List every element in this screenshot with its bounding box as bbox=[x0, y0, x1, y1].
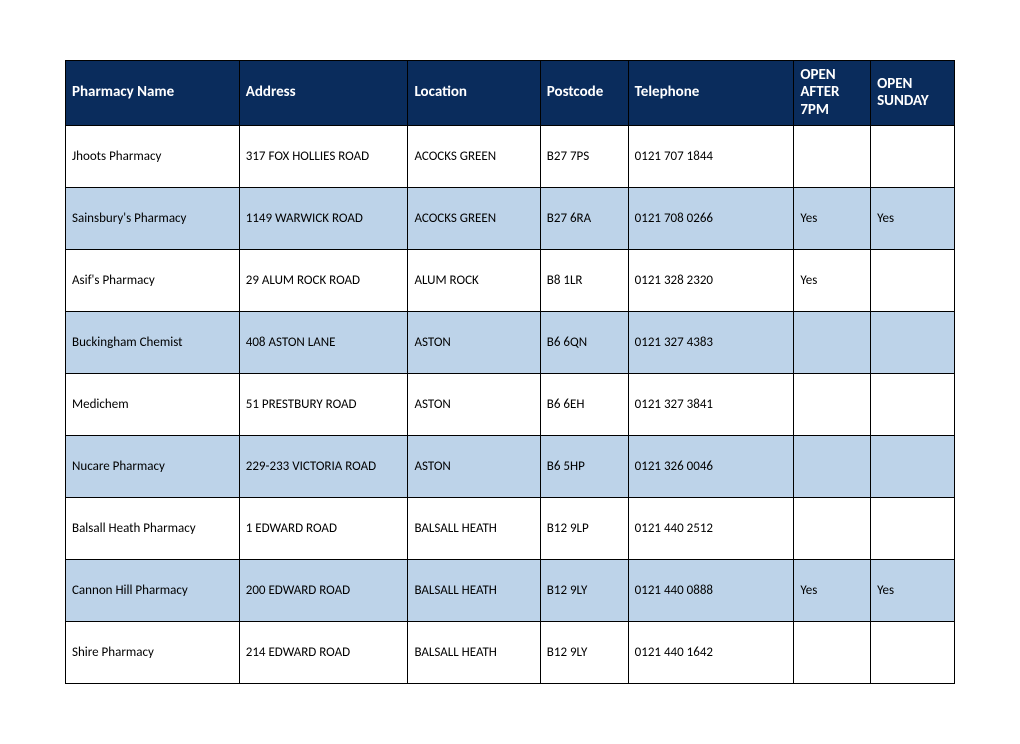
cell: Balsall Heath Pharmacy bbox=[66, 498, 240, 560]
cell: Sainsbury's Pharmacy bbox=[66, 188, 240, 250]
cell: 29 ALUM ROCK ROAD bbox=[239, 250, 408, 312]
cell: Asif's Pharmacy bbox=[66, 250, 240, 312]
cell: Jhoots Pharmacy bbox=[66, 126, 240, 188]
cell: 0121 440 1642 bbox=[628, 622, 794, 684]
cell: 0121 326 0046 bbox=[628, 436, 794, 498]
cell: ASTON bbox=[408, 374, 540, 436]
table-row: Shire Pharmacy214 EDWARD ROADBALSALL HEA… bbox=[66, 622, 955, 684]
cell: ASTON bbox=[408, 312, 540, 374]
col-header: Location bbox=[408, 61, 540, 126]
table-row: Medichem51 PRESTBURY ROADASTONB6 6EH0121… bbox=[66, 374, 955, 436]
cell: 0121 440 0888 bbox=[628, 560, 794, 622]
table-row: Cannon Hill Pharmacy200 EDWARD ROADBALSA… bbox=[66, 560, 955, 622]
table-row: Nucare Pharmacy229-233 VICTORIA ROADASTO… bbox=[66, 436, 955, 498]
table-body: Jhoots Pharmacy317 FOX HOLLIES ROADACOCK… bbox=[66, 126, 955, 684]
cell bbox=[871, 498, 955, 560]
cell: ACOCKS GREEN bbox=[408, 188, 540, 250]
cell: 0121 328 2320 bbox=[628, 250, 794, 312]
col-header: OPEN AFTER 7PM bbox=[794, 61, 871, 126]
cell: 0121 708 0266 bbox=[628, 188, 794, 250]
cell bbox=[794, 126, 871, 188]
cell: Yes bbox=[794, 560, 871, 622]
cell: B6 6QN bbox=[540, 312, 628, 374]
cell: B8 1LR bbox=[540, 250, 628, 312]
cell bbox=[794, 436, 871, 498]
pharmacy-table: Pharmacy Name Address Location Postcode … bbox=[65, 60, 955, 684]
cell: BALSALL HEATH bbox=[408, 622, 540, 684]
cell bbox=[871, 312, 955, 374]
cell: B12 9LP bbox=[540, 498, 628, 560]
cell bbox=[871, 622, 955, 684]
cell: 51 PRESTBURY ROAD bbox=[239, 374, 408, 436]
cell bbox=[871, 250, 955, 312]
cell: 229-233 VICTORIA ROAD bbox=[239, 436, 408, 498]
table-header-row: Pharmacy Name Address Location Postcode … bbox=[66, 61, 955, 126]
table-row: Jhoots Pharmacy317 FOX HOLLIES ROADACOCK… bbox=[66, 126, 955, 188]
cell bbox=[794, 622, 871, 684]
table-row: Asif's Pharmacy29 ALUM ROCK ROADALUM ROC… bbox=[66, 250, 955, 312]
cell: 1149 WARWICK ROAD bbox=[239, 188, 408, 250]
cell bbox=[794, 374, 871, 436]
table-row: Buckingham Chemist408 ASTON LANEASTONB6 … bbox=[66, 312, 955, 374]
col-header: Postcode bbox=[540, 61, 628, 126]
cell bbox=[871, 126, 955, 188]
cell bbox=[871, 436, 955, 498]
col-header: OPEN SUNDAY bbox=[871, 61, 955, 126]
table-row: Balsall Heath Pharmacy1 EDWARD ROADBALSA… bbox=[66, 498, 955, 560]
cell: BALSALL HEATH bbox=[408, 560, 540, 622]
cell: Yes bbox=[871, 560, 955, 622]
col-header: Pharmacy Name bbox=[66, 61, 240, 126]
cell bbox=[871, 374, 955, 436]
cell: 408 ASTON LANE bbox=[239, 312, 408, 374]
cell: 1 EDWARD ROAD bbox=[239, 498, 408, 560]
cell: 0121 327 3841 bbox=[628, 374, 794, 436]
cell: ASTON bbox=[408, 436, 540, 498]
cell: 214 EDWARD ROAD bbox=[239, 622, 408, 684]
cell: B27 6RA bbox=[540, 188, 628, 250]
cell: Shire Pharmacy bbox=[66, 622, 240, 684]
cell: 0121 440 2512 bbox=[628, 498, 794, 560]
cell: Medichem bbox=[66, 374, 240, 436]
table-row: Sainsbury's Pharmacy1149 WARWICK ROADACO… bbox=[66, 188, 955, 250]
col-header: Telephone bbox=[628, 61, 794, 126]
cell: 0121 707 1844 bbox=[628, 126, 794, 188]
cell: Yes bbox=[871, 188, 955, 250]
cell: ALUM ROCK bbox=[408, 250, 540, 312]
cell: B12 9LY bbox=[540, 560, 628, 622]
cell: 200 EDWARD ROAD bbox=[239, 560, 408, 622]
cell: Yes bbox=[794, 188, 871, 250]
cell: B12 9LY bbox=[540, 622, 628, 684]
cell bbox=[794, 498, 871, 560]
cell: B27 7PS bbox=[540, 126, 628, 188]
cell: BALSALL HEATH bbox=[408, 498, 540, 560]
cell: 317 FOX HOLLIES ROAD bbox=[239, 126, 408, 188]
cell: Buckingham Chemist bbox=[66, 312, 240, 374]
cell: B6 5HP bbox=[540, 436, 628, 498]
cell: B6 6EH bbox=[540, 374, 628, 436]
col-header: Address bbox=[239, 61, 408, 126]
cell: 0121 327 4383 bbox=[628, 312, 794, 374]
cell: ACOCKS GREEN bbox=[408, 126, 540, 188]
cell: Cannon Hill Pharmacy bbox=[66, 560, 240, 622]
cell bbox=[794, 312, 871, 374]
cell: Nucare Pharmacy bbox=[66, 436, 240, 498]
cell: Yes bbox=[794, 250, 871, 312]
